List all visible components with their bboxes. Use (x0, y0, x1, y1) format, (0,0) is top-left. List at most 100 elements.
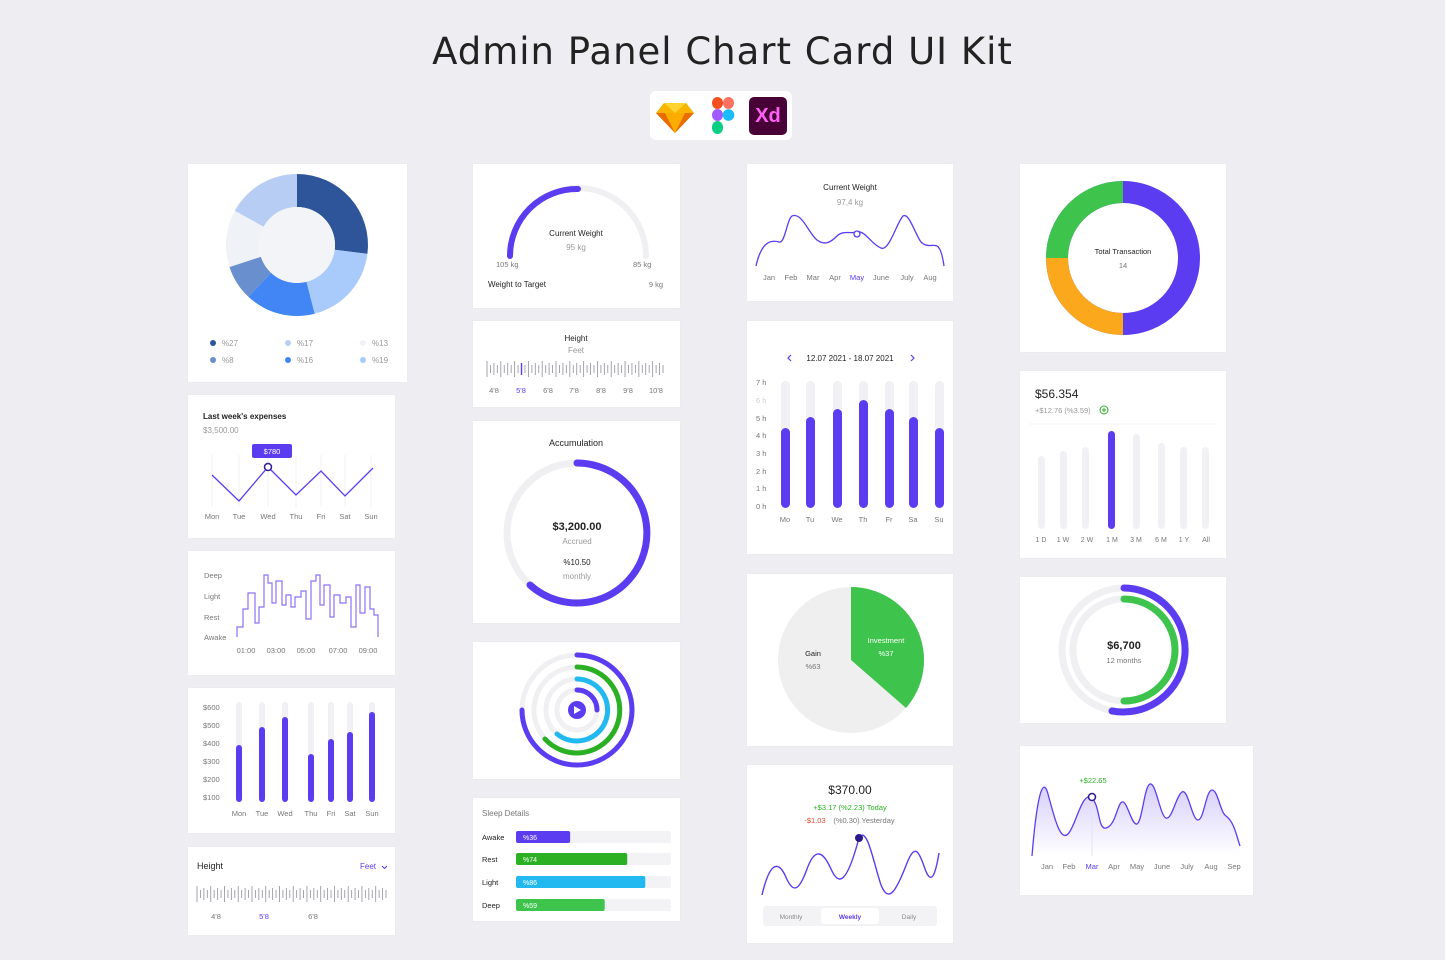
donut-hole (259, 207, 335, 283)
axis-label: Mar (807, 273, 820, 282)
range-option[interactable]: 6 M (1155, 537, 1167, 544)
sleep-bar (516, 876, 646, 888)
range-option[interactable]: 1 D (1036, 537, 1047, 544)
axis-label: 0 h (756, 502, 766, 511)
axis-label: 07:00 (329, 646, 348, 655)
axis-label: Apr (1108, 862, 1120, 871)
axis-label: Mon (232, 809, 247, 818)
axis-label: Rest (204, 613, 220, 622)
bar (236, 745, 242, 802)
amount-label: Accrued (562, 537, 591, 546)
axis-label: 01:00 (237, 646, 256, 655)
donut-segments (226, 174, 368, 316)
amount: $3,500.00 (203, 426, 239, 435)
axis-label: June (873, 273, 889, 282)
bar (328, 739, 334, 802)
sleep-row-label: Deep (482, 901, 500, 910)
chevron-right-icon[interactable] (910, 354, 915, 362)
axis-label: 4'8 (489, 386, 499, 395)
change-yesterday: (%0.30) Yesterday (833, 816, 895, 825)
card-title: Current Weight (823, 183, 877, 192)
ring-amount: $6,700 (1107, 640, 1141, 652)
axis-label: Mon (205, 512, 220, 521)
stock-bar-card: $56.354 +$12.76 (%3.59) 1 D 1 W 2 W 1 M … (1020, 371, 1226, 558)
hours-bar-card: 12.07 2021 - 18.07 2021 7 h 6 h 5 h 4 h … (747, 321, 953, 554)
range-option[interactable]: 1 M (1106, 537, 1118, 544)
axis-label: 4 h (756, 431, 766, 440)
axis-label: 2 h (756, 467, 766, 476)
axis-label: 6 h (756, 396, 766, 405)
axis-label: Jan (1041, 862, 1053, 871)
ring-3 (554, 676, 611, 744)
unit-select[interactable]: Feet (360, 862, 377, 871)
donut-chart-card: %27 %17 %13 %8 %16 %19 (188, 164, 407, 382)
axis-label: 8'8 (596, 386, 606, 395)
axis-label: Sat (339, 512, 351, 521)
axis-label: Apr (829, 273, 841, 282)
donut-chart: %27 %17 %13 %8 %16 %19 (210, 174, 389, 365)
gauge-progress (507, 185, 581, 259)
axis-label: Feb (1063, 862, 1076, 871)
donut-value: 14 (1119, 261, 1127, 270)
chevron-left-icon[interactable] (787, 354, 792, 362)
range-option[interactable]: 3 M (1130, 537, 1142, 544)
card-title: Last week's expenses (203, 412, 287, 421)
weight-line-card: Current Weight 97,4 kg Jan Feb Mar Apr M… (747, 164, 953, 301)
axis-label: Thu (305, 809, 318, 818)
axis-label: Awake (204, 633, 226, 642)
weight-line (755, 214, 945, 267)
money-bar-card: $600 $500 $400 $300 $200 $100 Mon Tue We… (188, 688, 395, 833)
donut-segment (306, 249, 368, 314)
axis-label-selected: May (850, 273, 864, 282)
unit-label: Feet (568, 346, 585, 355)
axis-label-selected: 5'8 (516, 386, 526, 395)
tooltip (252, 444, 292, 458)
accumulation-card: Accumulation $3,200.00 Accrued %10.50 mo… (473, 421, 680, 623)
axis-label: Fri (327, 809, 336, 818)
donut-green-segment (1046, 181, 1124, 259)
slice-value: %63 (805, 662, 820, 671)
range-option[interactable]: 1 Y (1179, 537, 1190, 544)
bar (259, 727, 265, 802)
axis-label: Mo (780, 515, 790, 524)
rate-label: monthly (563, 572, 591, 581)
axis-label: Deep (204, 571, 222, 580)
tab-daily[interactable]: Daily (902, 914, 917, 921)
footer-value: 9 kg (649, 280, 663, 289)
tooltip-label: $780 (264, 447, 281, 456)
savings-ring-card: $6,700 12 months (1020, 577, 1226, 723)
axis-label: 6'8 (308, 912, 318, 921)
range-option[interactable]: All (1202, 537, 1210, 544)
axis-label: Wed (260, 512, 275, 521)
legend-item: %27 (222, 339, 239, 348)
ring-inner (574, 687, 600, 713)
slice-label: Investment (868, 636, 906, 645)
axis-label: $500 (203, 721, 220, 730)
axis-label: $300 (203, 757, 220, 766)
axis-label: 10'8 (649, 386, 663, 395)
page-title: Admin Panel Chart Card UI Kit (432, 30, 1013, 73)
axis-label: July (900, 273, 914, 282)
tab-monthly[interactable]: Monthly (780, 914, 804, 921)
sleep-step-line (236, 574, 379, 637)
range-option[interactable]: 2 W (1081, 537, 1094, 544)
gauge-max: 85 kg (633, 260, 651, 269)
axis-label: Light (204, 592, 221, 601)
tab-weekly-active (821, 908, 879, 924)
sketch-icon (656, 103, 694, 133)
axis-label: Tue (256, 809, 269, 818)
sleep-bar-value: %36 (523, 835, 537, 842)
axis-label: Fri (317, 512, 326, 521)
chevron-down-icon (381, 865, 388, 870)
bar-selected (1108, 431, 1115, 529)
sleep-stages-card: Deep Light Rest Awake 01:00 03:00 05:00 … (188, 551, 395, 675)
expenses-card: Last week's expenses $3,500.00 $780 Mon … (188, 395, 395, 538)
donut-segment (297, 174, 368, 254)
axis-label: 05:00 (297, 646, 316, 655)
axis-label: June (1154, 862, 1170, 871)
sleep-bar (516, 899, 605, 911)
bar (885, 409, 894, 508)
tab-weekly[interactable]: Weekly (839, 914, 862, 921)
range-option[interactable]: 1 W (1057, 537, 1070, 544)
data-point (1087, 792, 1097, 802)
